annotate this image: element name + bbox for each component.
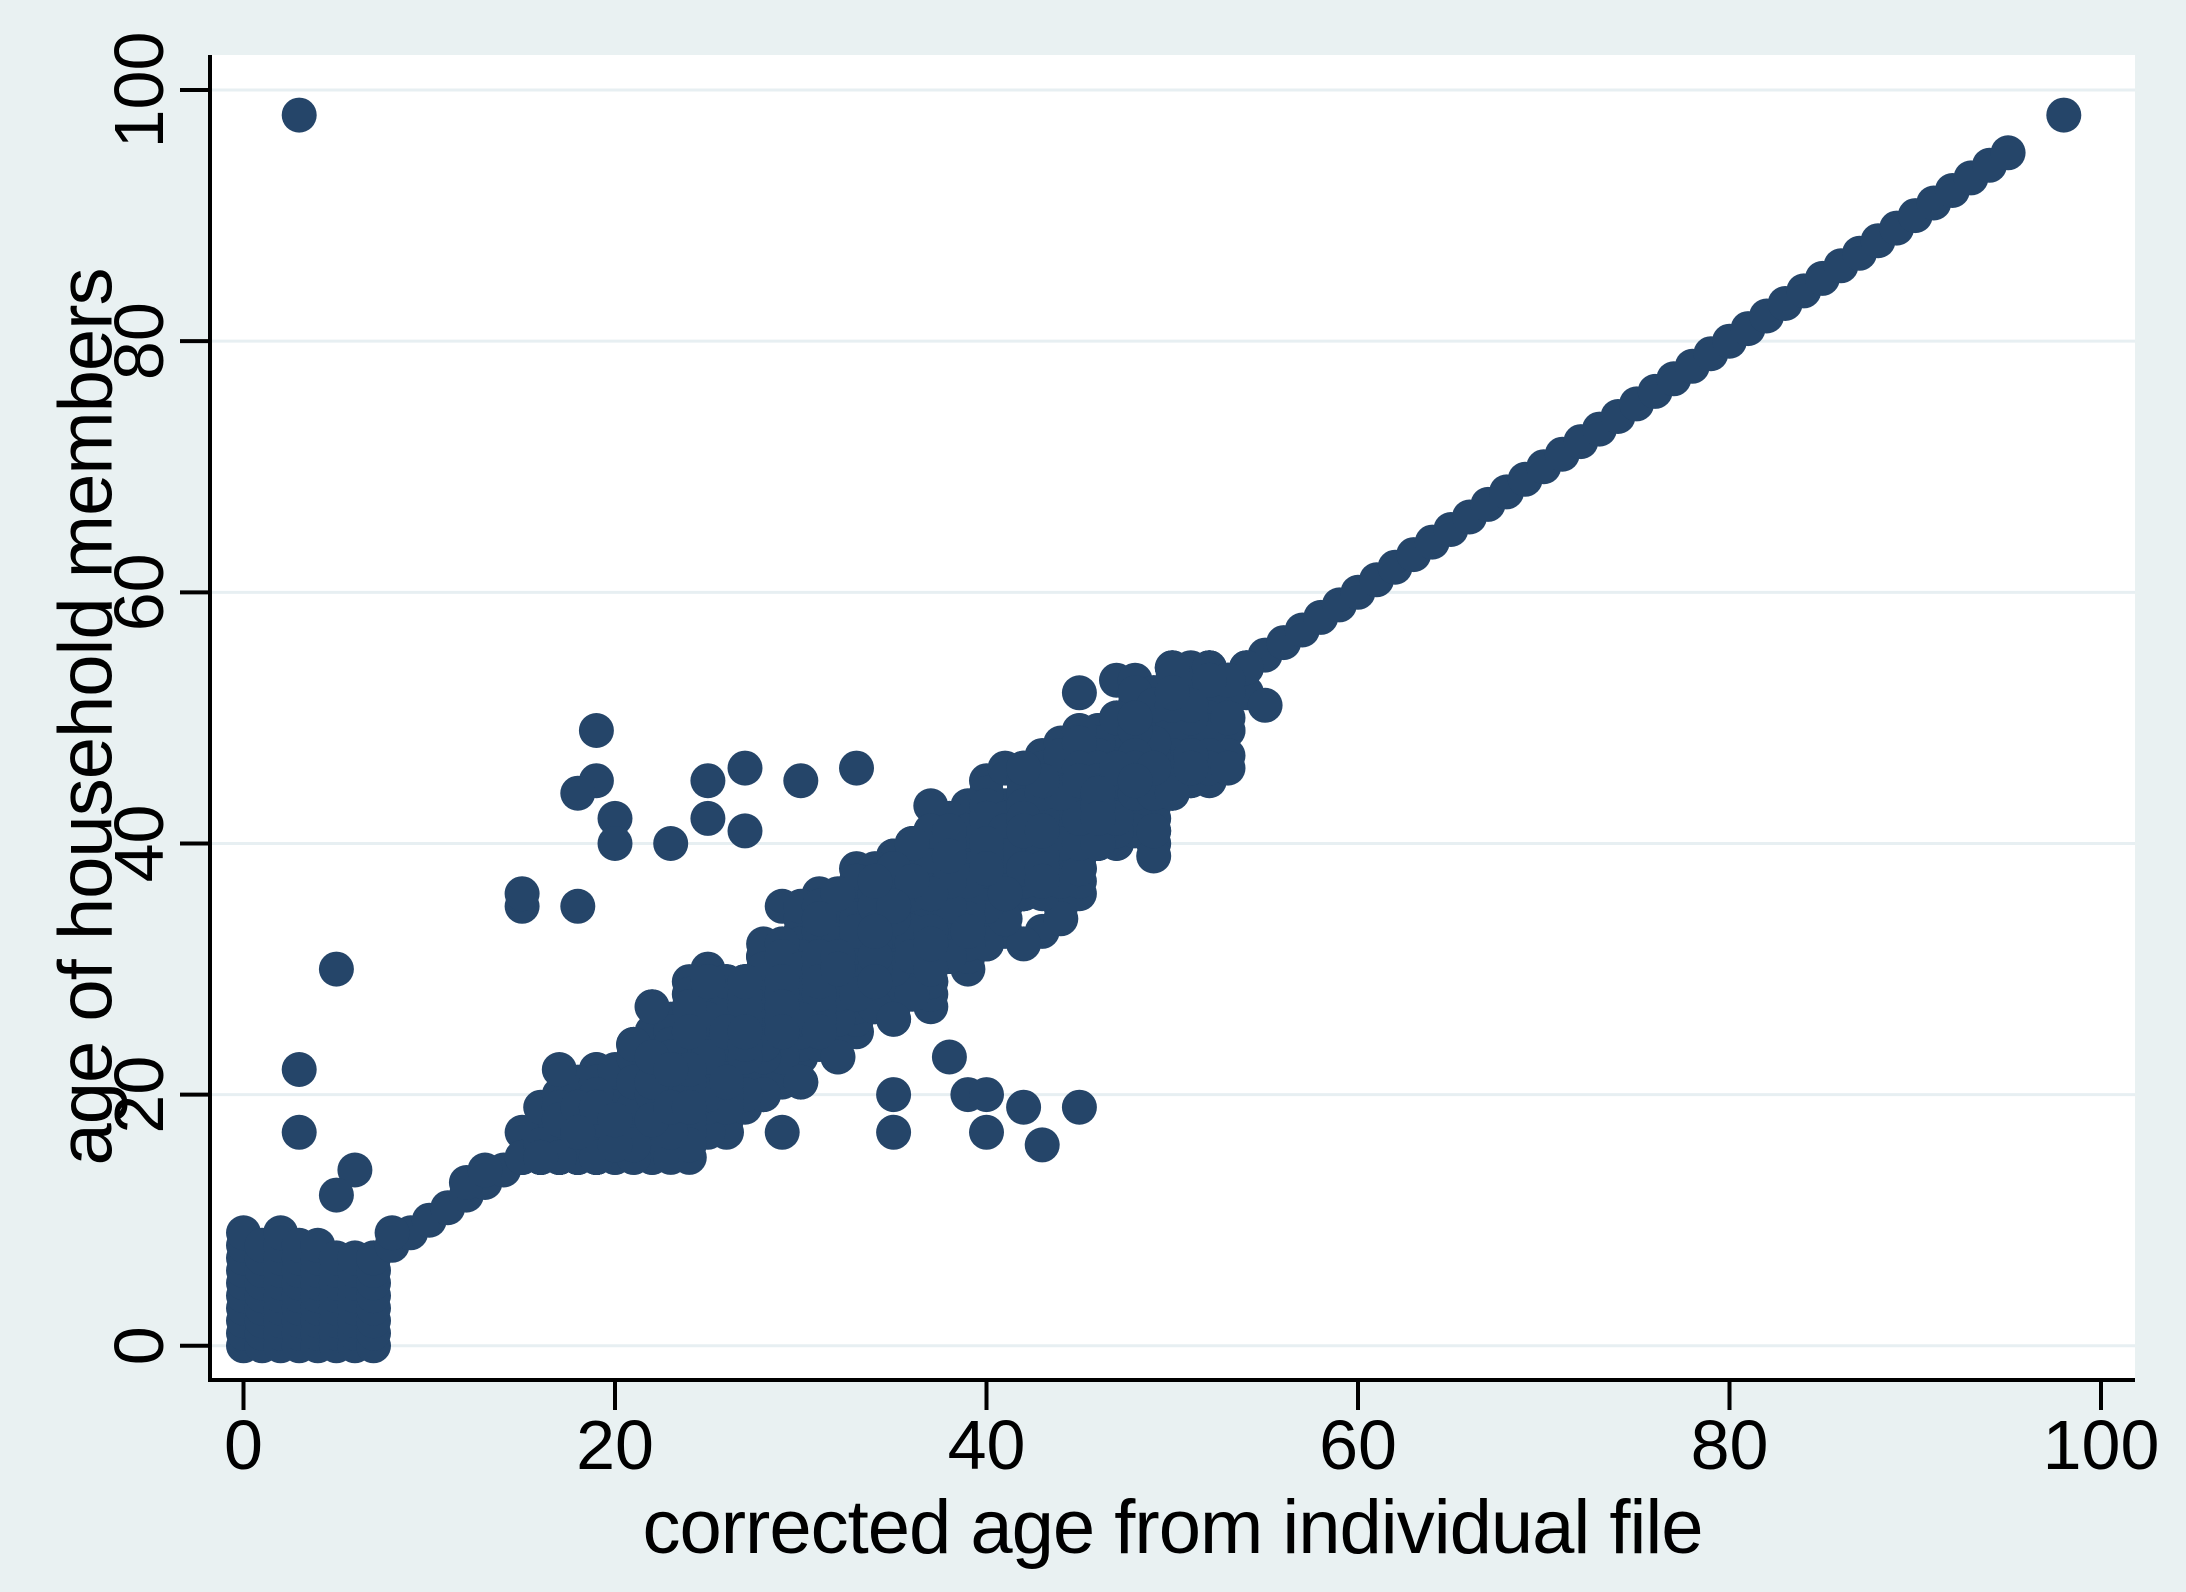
y-tick-label: 80: [100, 302, 178, 380]
x-tick-label: 60: [1319, 1406, 1397, 1484]
x-axis-title: corrected age from individual file: [642, 1485, 1703, 1570]
y-tick-label: 100: [100, 32, 178, 149]
x-tick-label: 0: [224, 1406, 263, 1484]
y-tick-label: 20: [100, 1056, 178, 1134]
x-tick-label: 80: [1691, 1406, 1769, 1484]
axes: [208, 55, 2135, 1382]
x-tick-label: 20: [576, 1406, 654, 1484]
tick-labels: 0 20 40 60 80 100 0 20 40 60 80 100: [100, 32, 2159, 1484]
y-tick-label: 0: [100, 1326, 178, 1365]
x-tick-label: 40: [948, 1406, 1026, 1484]
y-tick-label: 40: [100, 805, 178, 883]
tick-marks: [180, 88, 2103, 1410]
y-tick-label: 60: [100, 553, 178, 631]
scatter-points: [226, 97, 2082, 1364]
y-axis-title: age of household members: [43, 268, 129, 1166]
x-tick-label: 100: [2043, 1406, 2160, 1484]
